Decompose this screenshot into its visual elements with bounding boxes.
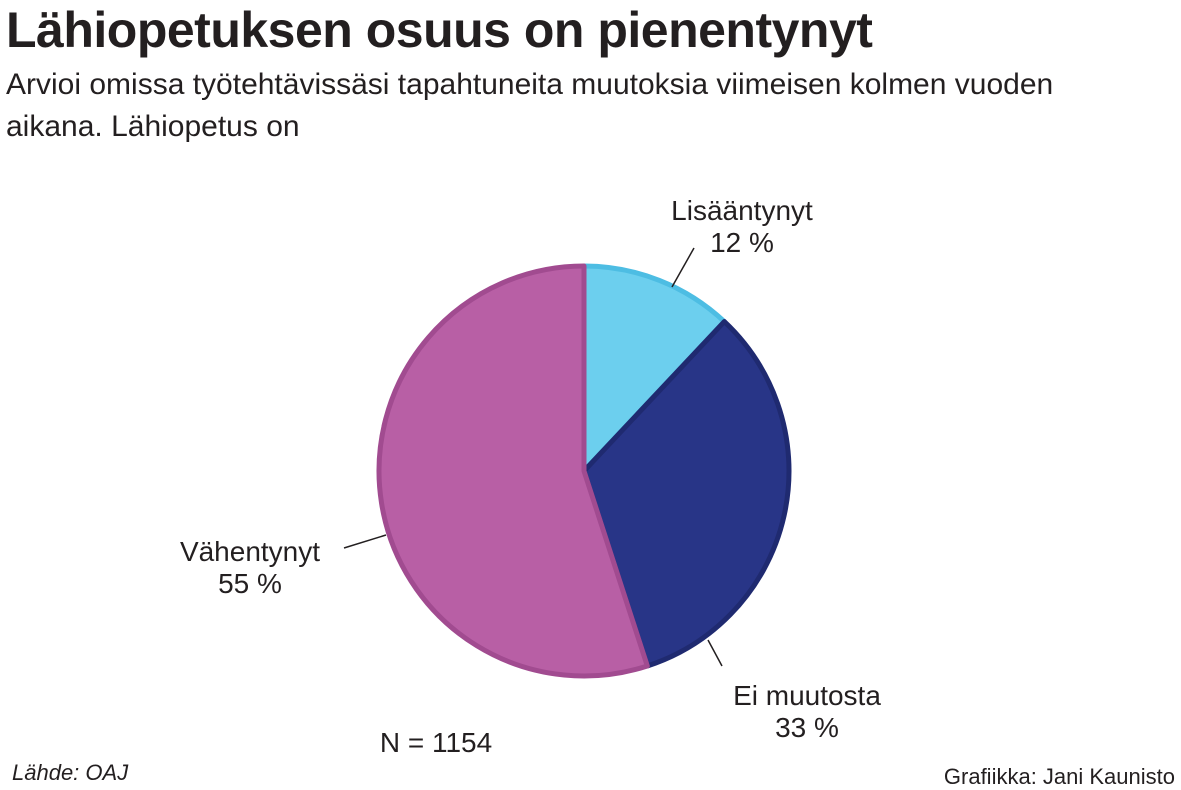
pie-slice-2 [581, 319, 792, 669]
graphic-credit: Grafiikka: Jani Kaunisto [943, 764, 1175, 789]
leader-line-3 [343, 534, 387, 549]
pie-slice-1 [581, 263, 727, 474]
pie-leader-lines [343, 247, 723, 667]
pie-slice-3 [376, 263, 650, 679]
slice-label-1: Lisääntynyt [671, 195, 813, 226]
source-note: Lähde: OAJ [12, 760, 129, 785]
leader-line-2 [707, 639, 723, 667]
sample-size-note: N = 1154 [380, 727, 492, 758]
slice-label-2: Ei muutosta [733, 680, 881, 711]
slice-value-label-3: 55 % [218, 568, 282, 599]
slice-value-label-1: 12 % [710, 227, 774, 258]
pie-slices [376, 263, 792, 679]
chart-subtitle: Arvioi omissa työtehtävissäsi tapahtunei… [6, 68, 1054, 143]
leader-line-1 [671, 247, 695, 288]
slice-label-3: Vähentynyt [180, 536, 320, 567]
chart-title: Lähiopetuksen osuus on pienentynyt [6, 2, 873, 58]
slice-value-label-2: 33 % [775, 712, 839, 743]
